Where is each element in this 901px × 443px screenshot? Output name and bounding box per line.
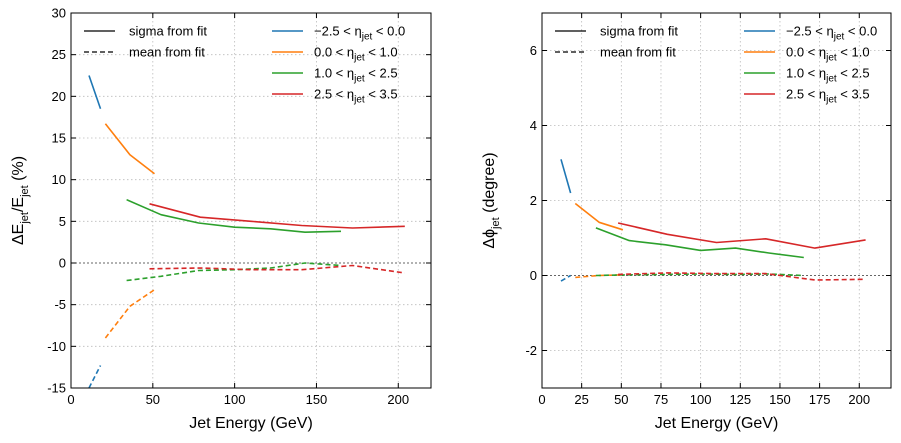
y-tick-label: -10 [47, 339, 66, 354]
x-tick-label: 200 [848, 392, 870, 407]
legend-label: −2.5 < ηjet < 0.0 [314, 24, 405, 43]
y-axis-label: ΔEjet/Ejet (%) [10, 156, 31, 245]
x-tick-label: 175 [809, 392, 831, 407]
series-1-mean-line [88, 365, 102, 389]
y-tick-label: -5 [54, 297, 66, 312]
legend: sigma from fit mean from fit −2.5 < ηjet <… [555, 24, 877, 106]
series-3-sigma-line [595, 227, 804, 259]
legend-label: 2.5 < ηjet < 3.5 [786, 87, 870, 106]
chart-panel-1: 0 50 100 150 200 -15 -10 -5 0 5 10 15 20 25 30 Jet Ener… [10, 6, 432, 432]
x-axis-label: Jet Energy (GeV) [189, 415, 313, 432]
legend-label: 2.5 < ηjet < 3.5 [314, 87, 398, 106]
x-tick-label: 200 [387, 392, 409, 407]
series-4-sigma-line [617, 222, 866, 249]
legend-label: 0.0 < ηjet < 1.0 [786, 45, 870, 64]
y-tick-label: 30 [52, 6, 66, 21]
x-tick-label: 125 [729, 392, 751, 407]
y-tick-label: 10 [52, 172, 66, 187]
x-tick-label: 150 [306, 392, 328, 407]
x-tick-label: 75 [654, 392, 668, 407]
series-3-sigma-line [126, 198, 342, 233]
x-axis-label: Jet Energy (GeV) [655, 415, 779, 432]
legend-label: 1.0 < ηjet < 2.5 [786, 66, 870, 85]
x-tick-label: 0 [538, 392, 545, 407]
x-tick-label: 150 [769, 392, 791, 407]
legend-label: 1.0 < ηjet < 2.5 [314, 66, 398, 85]
axes-frame [70, 12, 432, 389]
y-tick-label: 0 [59, 256, 66, 271]
y-tick-label: -15 [47, 381, 66, 396]
x-tick-label: 0 [67, 392, 74, 407]
series-3-mean-line [126, 262, 342, 282]
y-tick-label: 0 [530, 268, 537, 283]
series-2-sigma-line [574, 202, 624, 231]
series-2-sigma-line [104, 123, 155, 175]
x-tick-label: 50 [614, 392, 628, 407]
x-tick-label: 100 [690, 392, 712, 407]
legend-label: −2.5 < ηjet < 0.0 [786, 24, 877, 43]
series-4-sigma-line [149, 203, 405, 229]
y-tick-label: 15 [52, 131, 66, 146]
x-tick-label: 25 [574, 392, 588, 407]
y-tick-label: 20 [52, 89, 66, 104]
y-tick-label: 5 [59, 214, 66, 229]
y-tick-label: 25 [52, 47, 66, 62]
series-1-mean-line [560, 274, 572, 282]
y-tick-label: 6 [530, 43, 537, 58]
x-tick-label: 50 [146, 392, 160, 407]
y-axis-label: Δϕjet (degree) [481, 152, 502, 248]
legend-label: sigma from fit [600, 24, 678, 39]
series-4-mean-line [618, 272, 866, 281]
x-tick-label: 100 [224, 392, 246, 407]
y-tick-label: 2 [530, 193, 537, 208]
y-tick-label: -2 [525, 343, 537, 358]
y-tick-label: 4 [530, 118, 537, 133]
series-2-mean-line [104, 289, 155, 339]
legend-label: 0.0 < ηjet < 1.0 [314, 45, 398, 64]
legend-label: mean from fit [129, 45, 205, 60]
legend: sigma from fit mean from fit −2.5 < ηjet <… [84, 24, 405, 106]
legend-label: mean from fit [600, 45, 676, 60]
series-4-mean-line [149, 264, 405, 274]
chart-panel-2: 0 25 50 75 100 125 150 175 200 -2 0 2 4 6 Jet Energy (… [481, 12, 892, 432]
series-1-sigma-line [88, 75, 102, 110]
legend-label: sigma from fit [129, 24, 207, 39]
series-1-sigma-line [560, 159, 572, 194]
